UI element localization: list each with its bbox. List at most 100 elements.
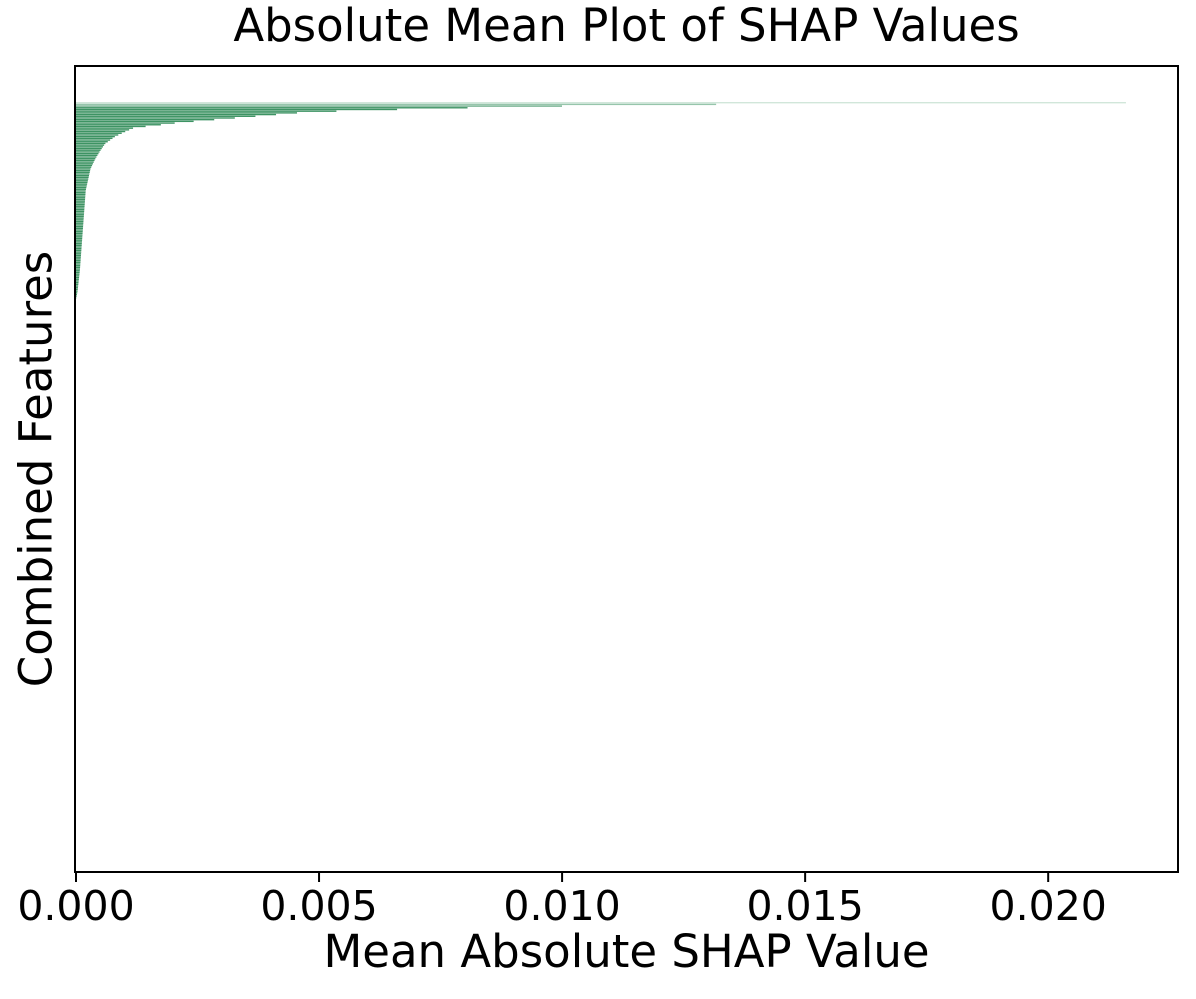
shap-bar (76, 220, 84, 223)
shap-bar (76, 183, 88, 185)
shap-bar (76, 161, 94, 163)
shap-bar (76, 103, 717, 106)
shap-bar (76, 139, 111, 141)
bars-group (76, 102, 1126, 299)
shap-bar (76, 122, 175, 124)
shap-bar (76, 169, 91, 172)
shap-bar (76, 288, 78, 291)
shap-bar (76, 241, 82, 243)
shap-bar (76, 202, 85, 204)
shap-bar (76, 124, 161, 126)
shap-bar (76, 105, 562, 107)
shap-bar (76, 129, 130, 131)
x-tick-label: 0.010 (503, 882, 620, 930)
shap-bar (76, 285, 79, 287)
shap-bar (76, 292, 78, 294)
shap-bar (76, 185, 87, 187)
shap-bar (76, 256, 81, 258)
shap-bar (76, 151, 100, 153)
shap-bar (76, 203, 85, 206)
plot-border (74, 65, 1179, 873)
shap-bar (76, 246, 82, 248)
shap-bar (76, 102, 1126, 104)
shap-bar (76, 244, 82, 246)
shap-bar (76, 168, 91, 170)
shap-bar (76, 214, 84, 216)
shap-bar (76, 134, 119, 136)
shap-bar (76, 254, 81, 257)
shap-bar (76, 229, 83, 231)
shap-bar (76, 154, 98, 157)
shap-bar (76, 191, 86, 194)
shap-bar (76, 242, 82, 245)
shap-bar (76, 110, 337, 112)
shap-bar (76, 193, 86, 196)
x-axis-label: Mean Absolute SHAP Value (323, 925, 930, 978)
shap-bar (76, 132, 122, 134)
shap-bar (76, 141, 108, 143)
shap-bar (76, 125, 146, 128)
shap-bar (76, 127, 134, 129)
shap-bar (76, 268, 80, 270)
shap-bar (76, 181, 88, 184)
shap-bar (76, 212, 85, 214)
shap-bar (76, 234, 83, 236)
shap-bar (76, 219, 84, 221)
shap-bar (76, 237, 83, 240)
shap-bar (76, 207, 85, 209)
shap-bar (76, 232, 83, 235)
shap-bar (76, 147, 102, 150)
shap-bar (76, 120, 194, 123)
shap-bar (76, 190, 86, 192)
shap-bar (76, 258, 81, 260)
shap-bar (76, 112, 298, 114)
shap-bar (76, 280, 79, 282)
shap-bar (76, 146, 103, 148)
shap-bar (76, 142, 106, 145)
shap-bar (76, 163, 93, 165)
x-tick-label: 0.005 (260, 882, 377, 930)
shap-bar (76, 113, 277, 116)
shap-bar (76, 239, 83, 241)
shap-bar (76, 236, 83, 238)
shap-bar (76, 200, 85, 202)
shap-bar (76, 266, 81, 269)
shap-bar (76, 208, 85, 211)
shap-bar (76, 217, 84, 219)
shap-bar (76, 222, 84, 224)
shap-bar (76, 261, 81, 263)
shap-bar (76, 180, 88, 182)
shap-bar (76, 178, 89, 180)
shap-bar (76, 231, 83, 233)
shap-bar (76, 275, 80, 277)
shap-bar (76, 166, 92, 168)
shap-bar (76, 198, 86, 201)
shap-bar (76, 107, 468, 109)
shap-bar (76, 159, 95, 162)
shap-bar (76, 144, 105, 146)
shap-bar (76, 253, 82, 255)
shap-bar (76, 137, 113, 140)
x-tick-label: 0.000 (17, 882, 134, 930)
shap-bar (76, 135, 115, 138)
shap-bar (76, 224, 84, 226)
shap-bar (76, 164, 93, 167)
shap-bar (76, 176, 89, 179)
shap-bar (76, 156, 97, 158)
shap-bar (76, 171, 90, 173)
shap-bar (76, 276, 80, 279)
shap-bar (76, 248, 82, 250)
shap-bar (76, 205, 85, 207)
shap-bar (76, 108, 398, 111)
x-tick-label: 0.020 (989, 882, 1106, 930)
shap-bar (76, 188, 86, 190)
shap-bar (76, 158, 96, 160)
shap-bar (76, 295, 77, 297)
shap-bar (76, 287, 78, 289)
shap-bar (76, 270, 80, 272)
shap-bar (76, 293, 77, 296)
shap-bar (76, 186, 87, 189)
shap-bar (76, 117, 235, 119)
